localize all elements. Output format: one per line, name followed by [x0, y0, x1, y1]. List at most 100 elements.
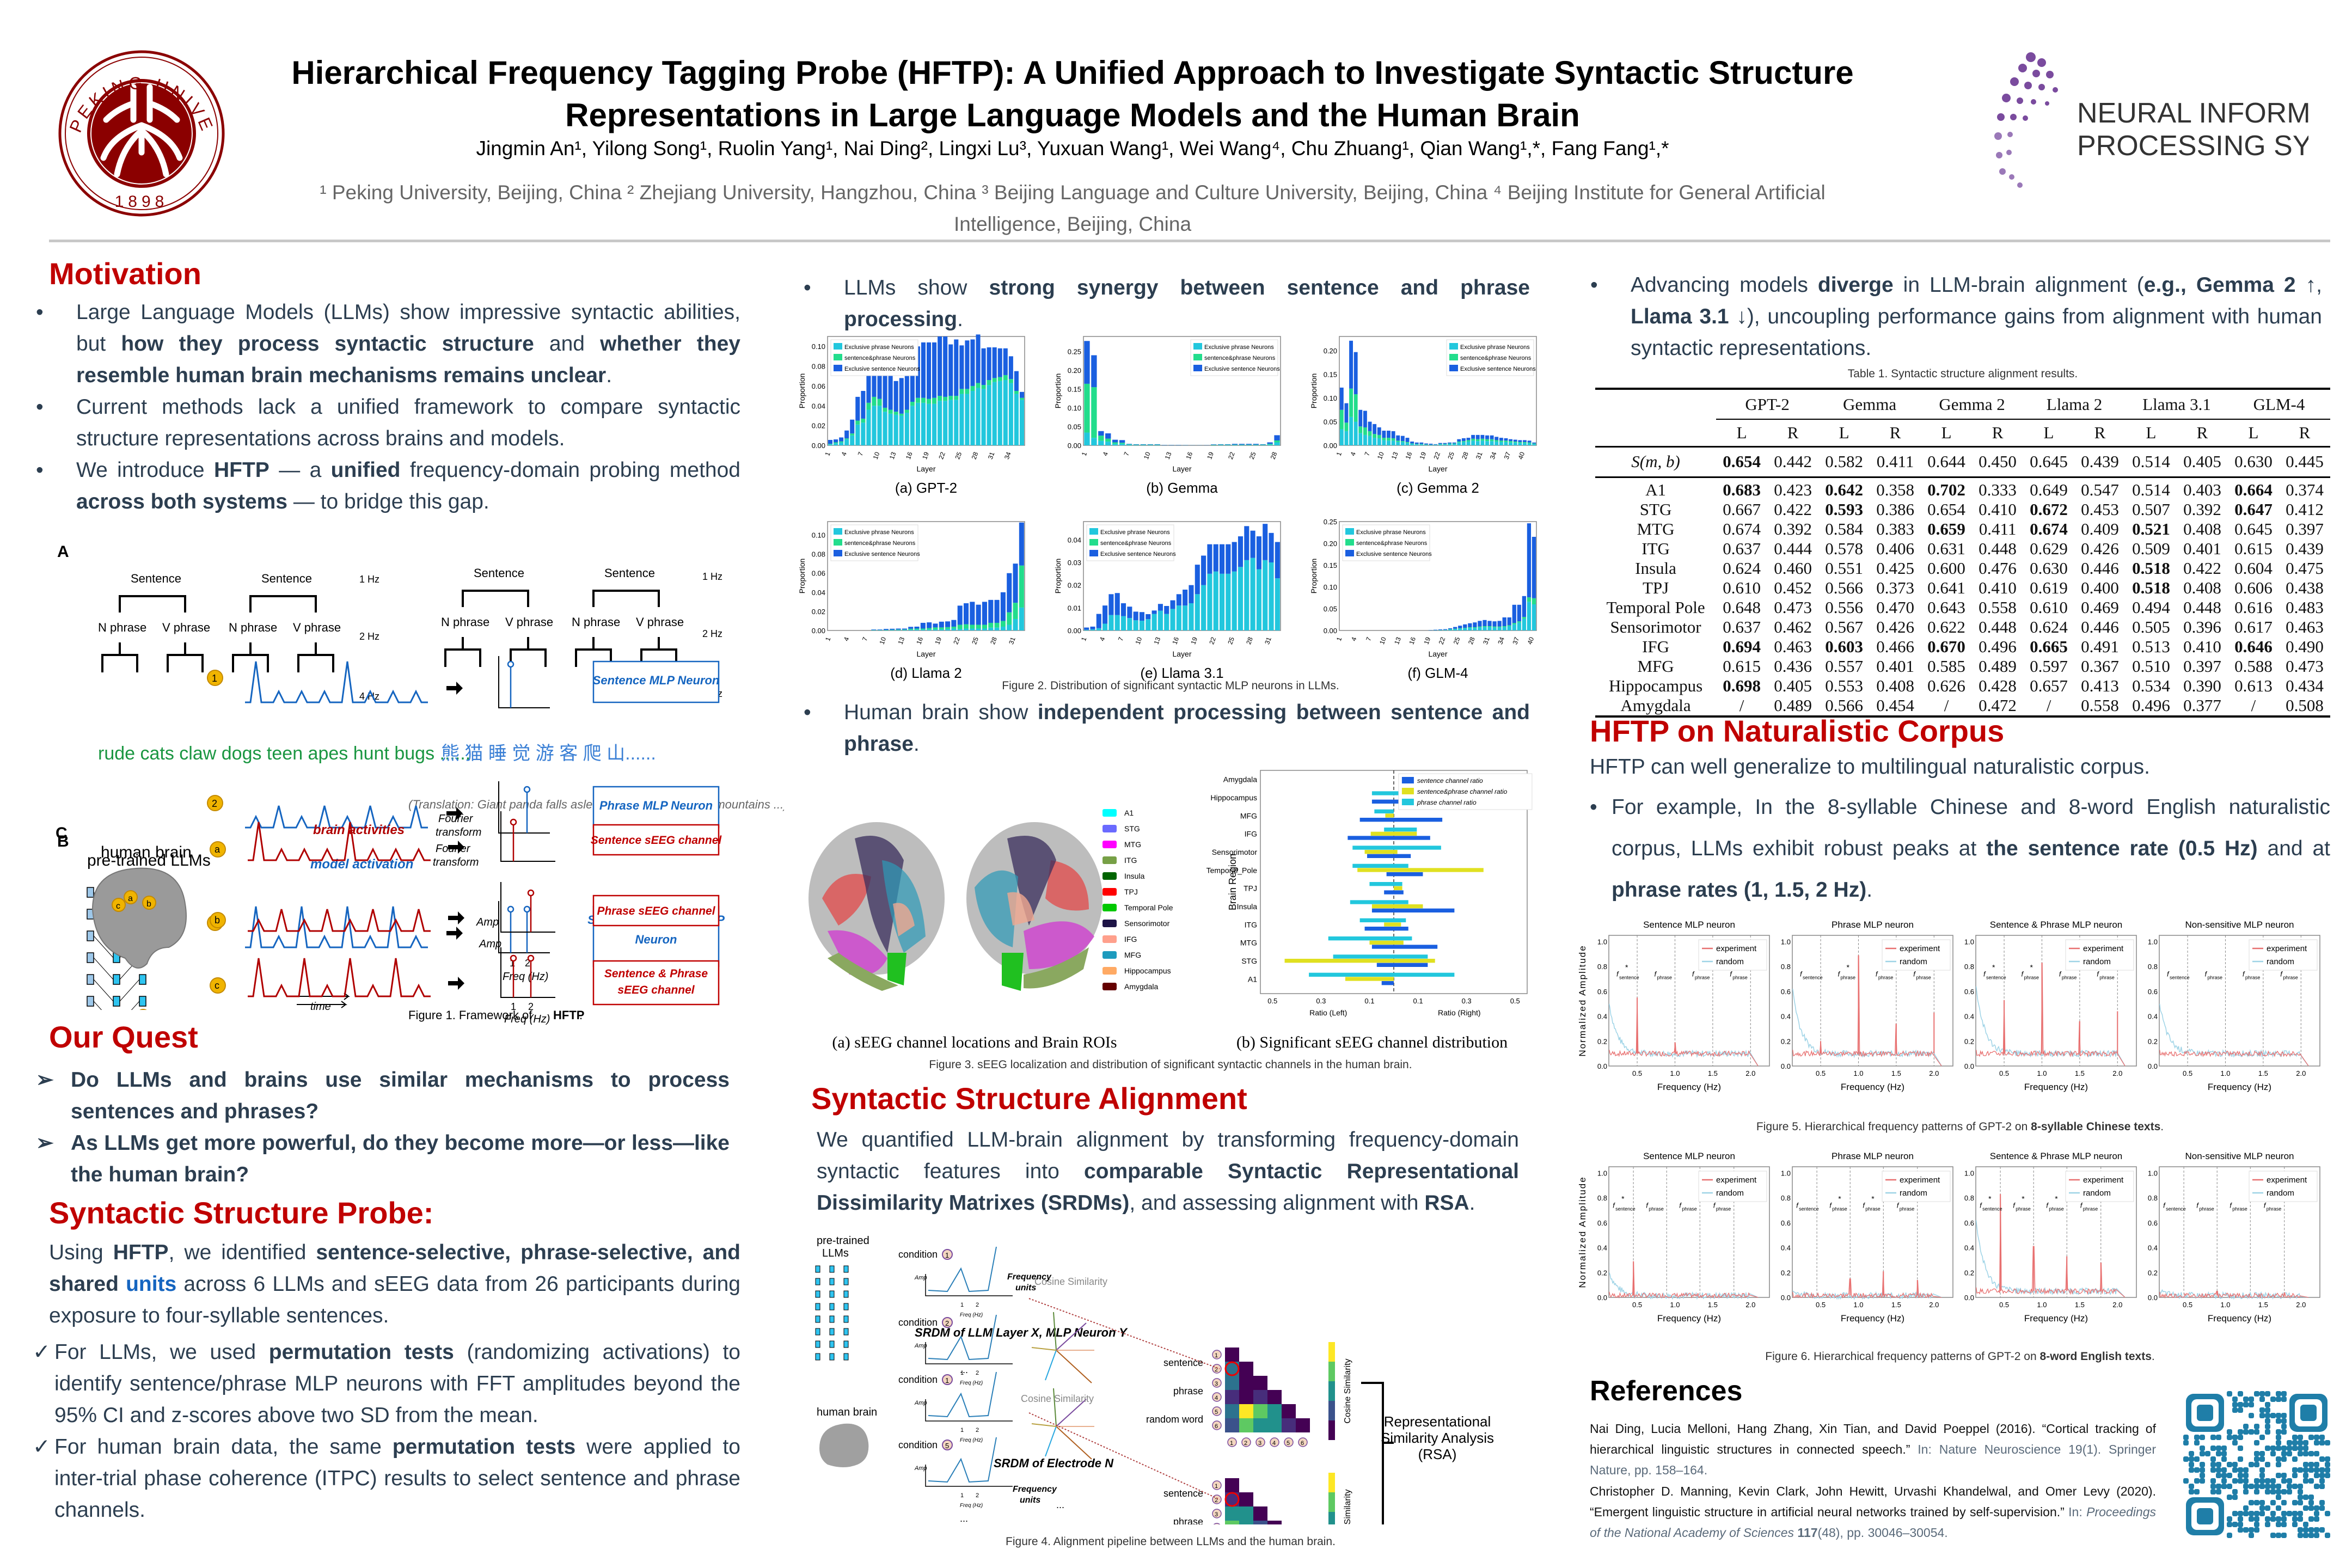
y-tick-label: 0.8 — [1964, 963, 1974, 971]
bar-shared — [1473, 627, 1477, 628]
bar-sentence — [1084, 341, 1090, 384]
random-line — [1608, 1003, 1759, 1067]
classification-box — [592, 895, 720, 927]
x-tick-label: 0.5 — [1816, 1069, 1826, 1077]
y-tick-label: 1.0 — [1597, 1169, 1607, 1177]
roi-legend-item: IFG — [1102, 932, 1200, 946]
bar-right — [1394, 963, 1428, 967]
y-axis-label: Normalized Amplitude — [1579, 945, 1588, 1056]
frequency-label: f — [1897, 1201, 1900, 1209]
x-tick-label: 2.0 — [1929, 1069, 1939, 1077]
x-tick-label: 22 — [1437, 636, 1447, 646]
hemisphere-header: L — [1941, 422, 1952, 442]
legend-label: sentence&phrase Neurons — [1356, 540, 1428, 547]
table-cell: 0.496 — [1979, 637, 2017, 656]
roi-color-swatch — [1102, 888, 1117, 896]
y-tick-label: 0.6 — [2148, 1219, 2158, 1227]
svg-text:phrase: phrase — [1832, 1206, 1847, 1211]
bar-right — [1394, 940, 1404, 945]
svg-text:1: 1 — [511, 1001, 516, 1012]
y-tick-label: 1.0 — [1781, 1169, 1791, 1177]
bar-phrase — [988, 627, 994, 630]
table-cell: 0.616 — [2234, 598, 2273, 617]
table-cell: 0.626 — [1927, 676, 1965, 695]
brain-waveform — [248, 822, 431, 861]
region-label: Sensorimotor — [1212, 848, 1258, 856]
bar-left — [1345, 977, 1394, 981]
bar-left — [1371, 799, 1394, 804]
y-tick-label: 0.2 — [1964, 1269, 1974, 1277]
region-label: Amygdala — [1223, 775, 1257, 784]
roi-color-swatch — [1102, 920, 1117, 927]
x-tick-label: 7 — [1363, 451, 1371, 457]
bar-phrase — [1532, 604, 1536, 630]
table-cell: 0.412 — [2286, 500, 2324, 519]
y-tick-label: 0.8 — [1597, 963, 1607, 971]
qr-code-icon[interactable] — [2183, 1391, 2330, 1538]
x-axis-label: Layer — [1428, 464, 1447, 473]
table-cell: 0.683 — [1723, 480, 1761, 499]
bar-left — [1371, 791, 1394, 795]
y-tick-label: 0.06 — [812, 382, 825, 390]
bar-phrase — [1382, 440, 1386, 445]
frequency-label: f — [2163, 1201, 2166, 1209]
svg-text:Phrase MLP Neuron: Phrase MLP Neuron — [599, 799, 713, 812]
roi-label: MFG — [1637, 657, 1674, 676]
x-tick-label: 31 — [1007, 636, 1017, 646]
panel-title: Sentence & Phrase MLP neuron — [1990, 920, 2123, 930]
svg-text:2: 2 — [528, 1001, 534, 1012]
bar-sentence — [943, 336, 948, 397]
x-tick-label: 1.5 — [2075, 1069, 2085, 1077]
motivation-heading: Motivation — [49, 256, 201, 291]
svg-text:Frequency: Frequency — [1013, 1485, 1057, 1494]
bar-sentence — [1183, 590, 1188, 606]
bar-left — [1386, 872, 1394, 877]
bar-shared — [1523, 442, 1527, 443]
bar-sentence — [1157, 604, 1163, 611]
bar-shared — [1000, 621, 1006, 627]
bar-shared — [982, 624, 987, 629]
frequency-label: f — [2021, 970, 2024, 978]
bar-phrase — [839, 442, 844, 445]
bar-sentence — [1133, 444, 1140, 445]
svg-text:phrase: phrase — [1732, 975, 1748, 980]
experiment-line — [2159, 1050, 2309, 1067]
bar-phrase — [1250, 558, 1255, 630]
y-tick-label: 1.0 — [1597, 938, 1607, 946]
table-cell: 0.518 — [2132, 578, 2170, 597]
srdm-cell — [1225, 1478, 1239, 1492]
table-cell: 0.654 — [1927, 500, 1965, 519]
bar-shared — [893, 412, 898, 415]
brain-waveform — [248, 909, 431, 932]
bar-phrase — [828, 444, 833, 445]
x-tick-label: 16 — [1404, 451, 1414, 461]
roi-legend-item: TPJ — [1102, 885, 1200, 899]
table-cell: 0.588 — [2234, 657, 2273, 676]
roi-label: IFG — [1124, 935, 1137, 944]
frequency-label: f — [1679, 1201, 1682, 1209]
svg-text:1: 1 — [510, 958, 515, 969]
bar-phrase — [1090, 629, 1095, 630]
x-tick-label: 1 — [1080, 636, 1088, 642]
chart-subtitle: (e) Llama 3.1 — [1140, 665, 1223, 681]
bar-phrase — [1114, 615, 1120, 630]
bar-sentence — [1176, 594, 1181, 606]
bar-right — [1394, 954, 1428, 959]
svg-text:Similarity Analysis: Similarity Analysis — [1381, 1430, 1494, 1446]
bar-shared — [1492, 626, 1497, 628]
table-cell: 0.508 — [2286, 696, 2324, 715]
legend-label: Exclusive sentence Neurons — [1204, 366, 1280, 372]
bar-sentence — [1217, 444, 1224, 445]
bar-phrase — [981, 389, 986, 445]
bar-shared — [1368, 431, 1372, 436]
bar-phrase — [1275, 578, 1280, 630]
bar-left — [1384, 828, 1394, 832]
bar-sentence — [890, 628, 895, 630]
x-axis-label: Frequency (Hz) — [1657, 1313, 1721, 1324]
frequency-label: f — [1730, 970, 1732, 978]
bar-phrase — [1513, 442, 1517, 445]
roi-legend-item: Temporal Pole — [1102, 901, 1200, 915]
table-cell: 0.667 — [1723, 500, 1761, 519]
x-tick-label: 10 — [1378, 636, 1388, 646]
bar-right — [1394, 886, 1402, 890]
